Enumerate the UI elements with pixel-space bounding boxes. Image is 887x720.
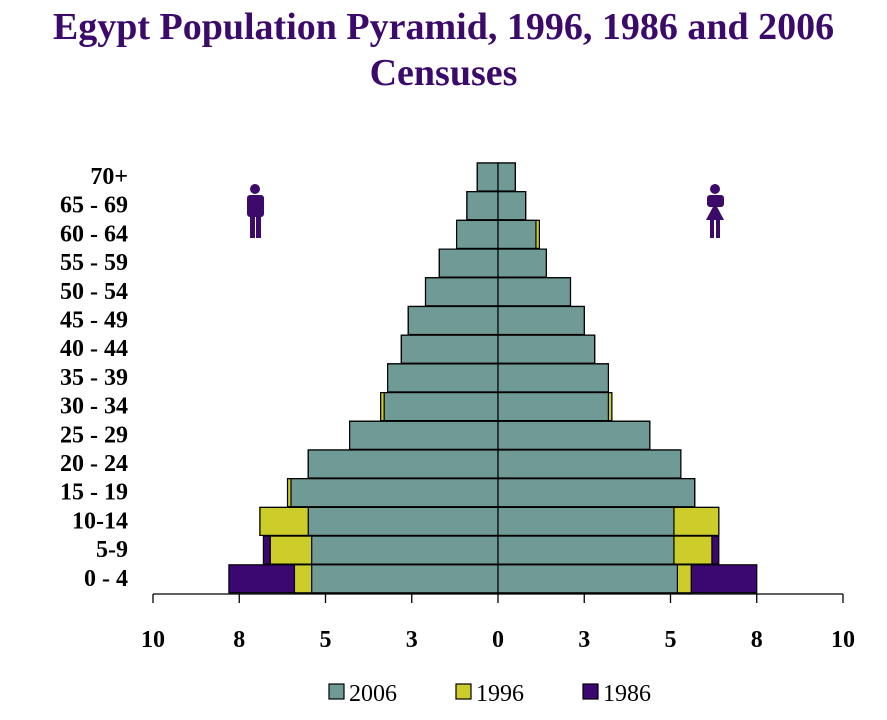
bar-2006-female-8 <box>497 334 596 364</box>
legend-item-1996: 1996 <box>455 681 524 707</box>
bar-2006-female-9 <box>497 305 585 336</box>
bar-2006-male-0 <box>311 564 499 594</box>
y-tick-label-4: 20 - 24 <box>60 451 128 477</box>
bar-2006-female-10 <box>497 277 572 307</box>
bar-2006-male-6 <box>383 392 499 422</box>
bar-2006-female-13 <box>497 191 527 221</box>
bar-2006-male-9 <box>407 305 499 336</box>
bar-2006-female-6 <box>497 392 610 422</box>
bar-2006-male-11 <box>438 248 499 278</box>
bar-2006-male-14 <box>476 162 499 192</box>
x-axis: 10 8 5 3 0 3 5 8 10 <box>141 593 855 653</box>
legend-swatch-2006 <box>328 683 345 700</box>
bar-2006-male-12 <box>456 219 499 249</box>
y-tick-label-14: 70+ <box>90 164 128 190</box>
y-tick-label-9: 45 - 49 <box>60 308 128 334</box>
x-tick-label-2: 5 <box>320 627 332 653</box>
bar-2006-female-12 <box>497 219 537 249</box>
chart-title-line-1: Egypt Population Pyramid, 1996, 1986 and… <box>52 6 835 48</box>
legend-label-1996: 1996 <box>476 681 524 707</box>
bar-2006-female-5 <box>497 420 651 450</box>
bar-2006-male-2 <box>307 506 499 536</box>
bar-2006-female-1 <box>497 535 675 565</box>
y-tick-label-6: 30 - 34 <box>60 394 128 420</box>
male-icon <box>247 184 264 238</box>
bar-2006-male-13 <box>466 191 499 221</box>
legend-label-1986: 1986 <box>603 681 651 707</box>
x-tick-label-1: 8 <box>233 627 245 653</box>
bars-layer <box>228 162 758 594</box>
x-tick-label-6: 5 <box>665 627 677 653</box>
bar-2006-female-11 <box>497 248 547 278</box>
bar-2006-male-3 <box>290 478 499 508</box>
y-tick-label-8: 40 - 44 <box>60 336 128 362</box>
bar-2006-female-4 <box>497 449 682 479</box>
x-tick-label-5: 3 <box>578 627 590 653</box>
x-tick-label-8: 10 <box>831 627 855 653</box>
y-tick-label-1: 5-9 <box>96 537 128 563</box>
y-tick-label-12: 60 - 64 <box>60 221 128 247</box>
x-tick-label-3: 3 <box>406 627 418 653</box>
bar-2006-male-10 <box>424 277 499 307</box>
legend-item-2006: 2006 <box>328 681 397 707</box>
female-icon <box>706 184 724 238</box>
y-tick-label-7: 35 - 39 <box>60 365 128 391</box>
y-tick-label-3: 15 - 19 <box>60 480 128 506</box>
chart-title: Egypt Population Pyramid, 1996, 1986 and… <box>0 4 887 96</box>
bar-2006-male-5 <box>349 420 499 450</box>
x-tick-label-4: 0 <box>492 627 504 653</box>
y-tick-label-5: 25 - 29 <box>60 422 128 448</box>
x-tick-label-7: 8 <box>751 627 763 653</box>
y-tick-label-2: 10-14 <box>72 508 128 534</box>
y-tick-label-11: 55 - 59 <box>60 250 128 276</box>
legend-swatch-1996 <box>455 683 472 700</box>
legend: 2006 1996 1986 <box>328 681 651 707</box>
chart-title-line-2: Censuses <box>369 52 518 94</box>
legend-swatch-1986 <box>582 683 599 700</box>
bar-2006-male-1 <box>311 535 499 565</box>
bar-2006-female-0 <box>497 564 678 594</box>
bar-2006-female-3 <box>497 478 696 508</box>
legend-item-1986: 1986 <box>582 681 651 707</box>
bar-2006-male-4 <box>307 449 499 479</box>
bar-2006-male-8 <box>400 334 499 364</box>
gender-icons <box>247 184 724 238</box>
x-tick-label-0: 10 <box>141 627 165 653</box>
y-tick-label-10: 50 - 54 <box>60 279 128 305</box>
y-tick-label-13: 65 - 69 <box>60 193 128 219</box>
bar-2006-female-7 <box>497 363 610 393</box>
bar-2006-male-7 <box>387 363 499 393</box>
legend-label-2006: 2006 <box>349 681 397 707</box>
y-tick-label-0: 0 - 4 <box>84 566 128 592</box>
bar-2006-female-14 <box>497 162 516 192</box>
bar-2006-female-2 <box>497 506 675 536</box>
